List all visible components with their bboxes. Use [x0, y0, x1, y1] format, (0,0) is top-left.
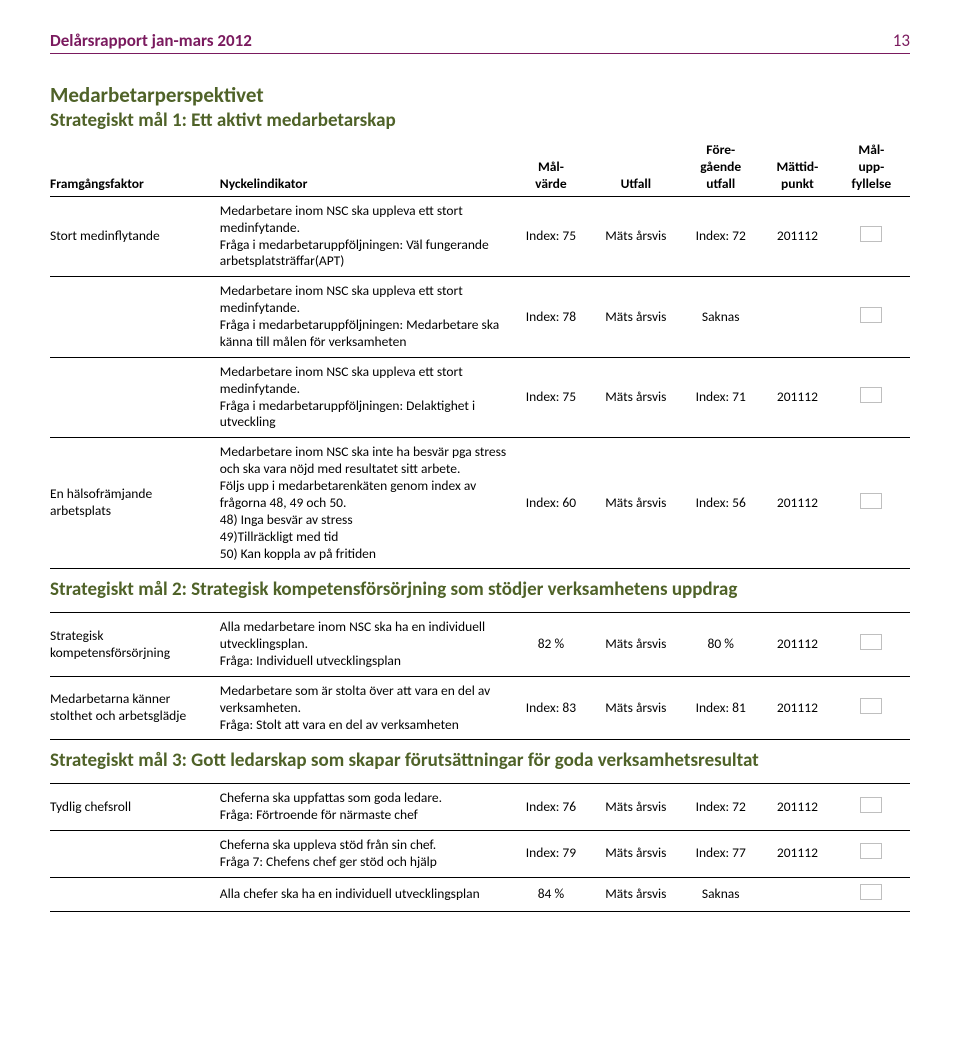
cell-nyckel: Medarbetare inom NSC ska uppleva ett sto… [220, 357, 516, 438]
cell-matt: 201112 [762, 357, 839, 438]
cell-utfall: Mäts årsvis [592, 784, 685, 831]
table-row: Alla chefer ska ha en individuell utveck… [50, 877, 910, 911]
cell-framg: Strategisk kompetensförsörjning [50, 613, 220, 677]
status-indicator [860, 884, 882, 900]
table-row: Medarbetare inom NSC ska uppleva ett sto… [50, 277, 910, 358]
section-title: Medarbetarperspektivet [50, 82, 910, 108]
cell-nyckel: Medarbetare som är stolta över att vara … [220, 676, 516, 740]
goal-2-title: Strategiskt mål 2: Strategisk kompetensf… [50, 579, 904, 602]
goal-3-row: Strategiskt mål 3: Gott ledarskap som sk… [50, 740, 910, 784]
col-maluppfyllelse: Mål- upp- fyllelse [839, 137, 910, 197]
kpi-table: Framgångsfaktor Nyckelindikator Mål- vär… [50, 137, 910, 912]
cell-matt: 201112 [762, 613, 839, 677]
cell-nyckel: Alla medarbetare inom NSC ska ha en indi… [220, 613, 516, 677]
status-indicator [860, 698, 882, 714]
cell-status [839, 277, 910, 358]
cell-status [839, 357, 910, 438]
cell-status [839, 676, 910, 740]
document-title: Delårsrapport jan-mars 2012 [50, 30, 252, 51]
status-indicator [860, 843, 882, 859]
table-row: Tydlig chefsroll Cheferna ska uppfattas … [50, 784, 910, 831]
cell-nyckel: Medarbetare inom NSC ska uppleva ett sto… [220, 196, 516, 277]
cell-utfall: Mäts årsvis [592, 877, 685, 911]
cell-nyckel: Cheferna ska uppfattas som goda ledare. … [220, 784, 516, 831]
table-header-row: Framgångsfaktor Nyckelindikator Mål- vär… [50, 137, 910, 197]
cell-matt: 201112 [762, 784, 839, 831]
status-indicator [860, 307, 882, 323]
cell-fore: Index: 81 [685, 676, 762, 740]
cell-framg: Medarbetarna känner stolthet och arbetsg… [50, 676, 220, 740]
page-header: Delårsrapport jan-mars 2012 13 [50, 30, 910, 54]
cell-mal: Index: 79 [516, 831, 593, 878]
cell-framg [50, 877, 220, 911]
goal-1-title: Strategiskt mål 1: Ett aktivt medarbetar… [50, 110, 910, 133]
cell-fore: Index: 72 [685, 784, 762, 831]
cell-matt: 201112 [762, 831, 839, 878]
col-nyckelindikator: Nyckelindikator [220, 137, 516, 197]
cell-nyckel: Medarbetare inom NSC ska inte ha besvär … [220, 438, 516, 569]
cell-fore: Saknas [685, 877, 762, 911]
goal-3-title: Strategiskt mål 3: Gott ledarskap som sk… [50, 750, 904, 773]
cell-mal: Index: 75 [516, 196, 593, 277]
table-row: Stort medinflytande Medarbetare inom NSC… [50, 196, 910, 277]
cell-status [839, 196, 910, 277]
col-foregaende: Före- gående utfall [685, 137, 762, 197]
cell-status [839, 613, 910, 677]
cell-mal: 82 % [516, 613, 593, 677]
status-indicator [860, 493, 882, 509]
col-framgangsfaktor: Framgångsfaktor [50, 137, 220, 197]
cell-matt: 201112 [762, 438, 839, 569]
cell-framg: Stort medinflytande [50, 196, 220, 277]
cell-fore: Index: 71 [685, 357, 762, 438]
cell-utfall: Mäts årsvis [592, 613, 685, 677]
col-utfall: Utfall [592, 137, 685, 197]
cell-matt [762, 877, 839, 911]
cell-framg [50, 357, 220, 438]
cell-utfall: Mäts årsvis [592, 357, 685, 438]
cell-fore: Saknas [685, 277, 762, 358]
table-row: En hälsofrämjande arbetsplats Medarbetar… [50, 438, 910, 569]
status-indicator [860, 634, 882, 650]
cell-framg [50, 831, 220, 878]
col-mattidpunkt: Mättid- punkt [762, 137, 839, 197]
status-indicator [860, 387, 882, 403]
cell-status [839, 784, 910, 831]
cell-fore: 80 % [685, 613, 762, 677]
col-malvarde: Mål- värde [516, 137, 593, 197]
cell-mal: Index: 78 [516, 277, 593, 358]
cell-fore: Index: 77 [685, 831, 762, 878]
cell-framg: Tydlig chefsroll [50, 784, 220, 831]
cell-nyckel: Medarbetare inom NSC ska uppleva ett sto… [220, 277, 516, 358]
status-indicator [860, 797, 882, 813]
cell-fore: Index: 72 [685, 196, 762, 277]
cell-mal: Index: 75 [516, 357, 593, 438]
cell-utfall: Mäts årsvis [592, 438, 685, 569]
cell-mal: 84 % [516, 877, 593, 911]
cell-utfall: Mäts årsvis [592, 831, 685, 878]
cell-mal: Index: 83 [516, 676, 593, 740]
goal-2-row: Strategiskt mål 2: Strategisk kompetensf… [50, 569, 910, 613]
cell-utfall: Mäts årsvis [592, 676, 685, 740]
table-row: Medarbetarna känner stolthet och arbetsg… [50, 676, 910, 740]
cell-mal: Index: 76 [516, 784, 593, 831]
cell-utfall: Mäts årsvis [592, 277, 685, 358]
table-row: Medarbetare inom NSC ska uppleva ett sto… [50, 357, 910, 438]
cell-matt [762, 277, 839, 358]
cell-utfall: Mäts årsvis [592, 196, 685, 277]
cell-framg: En hälsofrämjande arbetsplats [50, 438, 220, 569]
table-row: Cheferna ska uppleva stöd från sin chef.… [50, 831, 910, 878]
cell-matt: 201112 [762, 676, 839, 740]
cell-matt: 201112 [762, 196, 839, 277]
status-indicator [860, 226, 882, 242]
cell-nyckel: Alla chefer ska ha en individuell utveck… [220, 877, 516, 911]
cell-mal: Index: 60 [516, 438, 593, 569]
cell-fore: Index: 56 [685, 438, 762, 569]
cell-status [839, 438, 910, 569]
table-row: Strategisk kompetensförsörjning Alla med… [50, 613, 910, 677]
cell-status [839, 831, 910, 878]
cell-status [839, 877, 910, 911]
cell-framg [50, 277, 220, 358]
page-number: 13 [893, 30, 910, 51]
cell-nyckel: Cheferna ska uppleva stöd från sin chef.… [220, 831, 516, 878]
